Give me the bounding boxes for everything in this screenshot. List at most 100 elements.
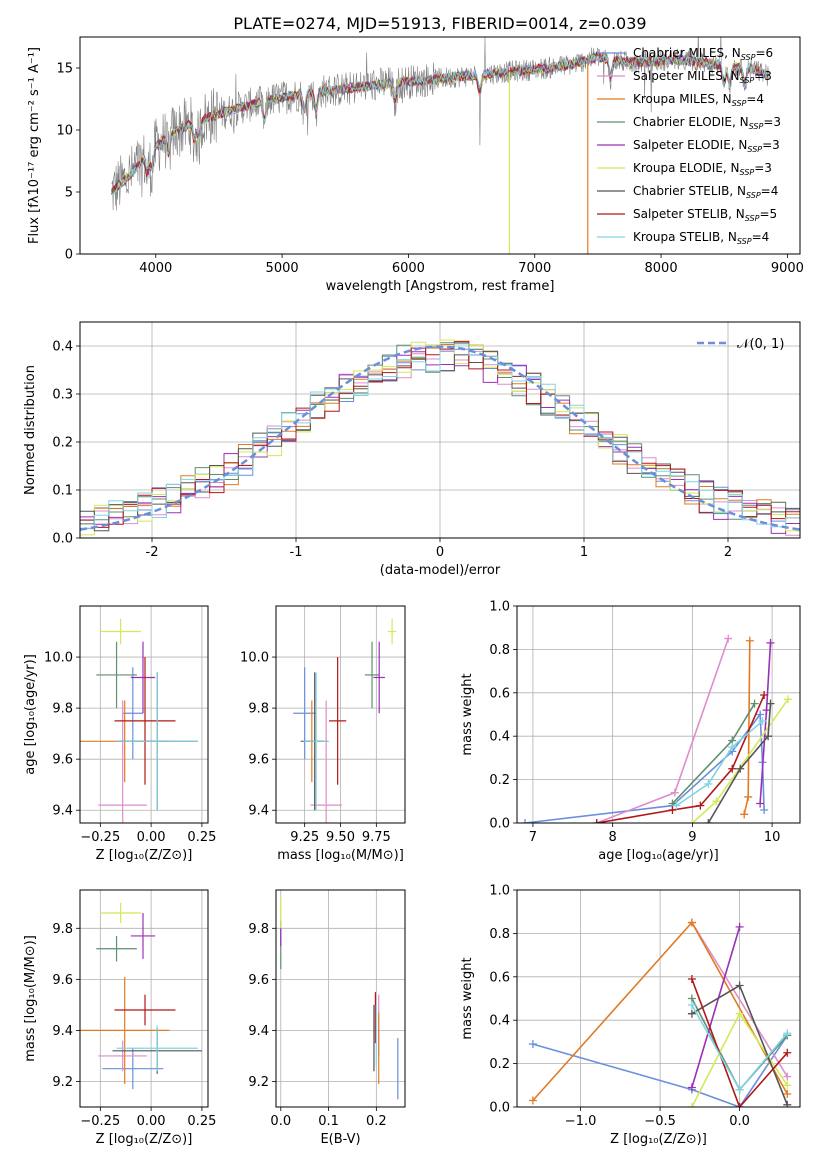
panel-age-vs-mass: 9.25 9.50 9.75 9.4 9.6 9.8 10.0 mass [log₁₀(M/M… [240,605,406,863]
weight-marker-salpeter-elodie [756,799,765,808]
plot-area [293,618,397,823]
legend-label: Kroupa MILES, N [633,92,732,106]
y-tick-label: 1.0 [489,600,510,615]
legend-entry-chabrier-miles: Chabrier MILES, NSSP=6 [633,46,773,62]
legend-entry-kroupa-elodie: Kroupa ELODIE, NSSP=3 [633,161,772,177]
weight-marker-salpeter-stelib [728,764,737,773]
y-tick-label: 0.6 [489,686,510,701]
legend-entry-chabrier-stelib: Chabrier STELIB, NSSP=4 [633,184,778,200]
weight-marker-kroupa-elodie [688,819,697,823]
legend-subscript: SSP [745,214,760,223]
y-tick-label: 9.6 [248,753,269,768]
weight-line-kroupa-elodie [691,698,789,823]
plot-area [80,902,202,1090]
y-tick-label: 0.4 [52,340,73,355]
weight-marker-kroupa-elodie [783,1081,792,1090]
weight-marker-kroupa-miles [783,1089,792,1098]
y-tick-label: 9.4 [248,804,269,819]
y-tick-label: 9.6 [52,973,73,988]
plot-area [520,634,793,823]
weight-marker-kroupa-elodie [687,1103,696,1107]
y-tick-label: 10.0 [240,651,269,666]
legend-count: =3 [754,161,772,175]
y-tick-label: 15 [56,62,73,77]
x-axis-label: age [log₁₀(age/yr)] [598,848,719,863]
legend-subscript: SSP [749,122,764,131]
y-tick-label: 9.4 [248,1024,269,1039]
y-tick-label: 9.6 [52,753,73,768]
weight-marker-kroupa-stelib [704,779,713,788]
legend-label: Kroupa ELODIE, N [633,161,740,175]
legend-label: Salpeter ELODIE, N [633,138,747,152]
legend-count: =4 [752,230,770,244]
x-tick-label: -1 [290,545,303,560]
panel-mass-vs-ebv: 0.0 0.1 0.2 9.2 9.4 9.6 9.8 E(B-V) [248,889,406,1147]
weight-line-kroupa-miles [743,640,751,815]
y-tick-label: 0.2 [52,436,73,451]
weight-marker-kroupa-elodie [784,695,793,704]
weight-marker-kroupa-elodie [735,1009,744,1018]
weight-marker-salpeter-miles [724,634,733,643]
y-tick-label: 5 [65,186,73,201]
legend-subscript: SSP [741,53,756,62]
legend-count: =3 [763,115,781,129]
y-tick-label: 0.4 [489,730,510,745]
x-axis-label: Z [log₁₀(Z/Z⊙)] [96,1132,193,1147]
y-tick-label: 0.0 [52,532,73,547]
weight-marker-chabrier-miles [760,805,769,814]
legend-entry-normal: 𝒩(0, 1) [737,337,784,352]
legend-count: =5 [759,207,777,221]
weight-marker-chabrier-stelib [687,1009,696,1018]
weight-marker-salpeter-elodie [735,922,744,931]
panel-age-vs-z: −0.25 0.00 0.25 9.4 9.6 9.8 10.0 Z [log₁₀(Z/Z⊙)… [23,605,216,863]
x-axis-label: Z [log₁₀(Z/Z⊙)] [96,848,193,863]
legend-entry-salpeter-miles: Salpeter MILES, NSSP=3 [633,69,772,85]
weight-marker-kroupa-stelib [687,1001,696,1010]
y-tick-label: 0 [65,248,73,263]
legend-subscript: SSP [740,168,755,177]
weight-marker-chabrier-stelib [764,732,773,741]
panel-residuals: -2 -1 0 1 2 0.0 0.1 0.2 0.3 0.4 (data-model)/error… [23,321,801,578]
panel-mass-vs-z: −0.25 0.00 0.25 9.2 9.4 9.6 9.8 Z [log₁₀(Z/Z⊙)]… [23,889,216,1147]
plot-area [80,339,800,536]
weight-line-chabrier-stelib [707,703,772,823]
x-tick-label: 2 [724,545,732,560]
x-tick-label: 0.1 [318,1114,339,1129]
y-tick-label: 9.4 [52,1024,73,1039]
axes-frame [516,889,801,1108]
panel-mass-weight-vs-z: −1.0 −0.5 0.0 0.0 0.2 0.4 0.6 0.8 1.0 Z [log₁₀(Z/… [460,884,801,1147]
x-axis-label: (data-model)/error [380,563,501,578]
weight-marker-chabrier-stelib [766,699,775,708]
spectrum-legend: Chabrier MILES, NSSP=6 Salpeter MILES, NS… [597,46,781,246]
weight-line-kroupa-stelib [675,720,764,807]
x-tick-label: −0.25 [80,830,120,845]
weight-marker-chabrier-stelib [735,981,744,990]
legend-count: =6 [755,46,773,60]
legend-entry-kroupa-miles: Kroupa MILES, NSSP=4 [633,92,764,108]
y-tick-label: 0.4 [489,1014,510,1029]
legend-count: =3 [762,138,780,152]
y-tick-label: 0.1 [52,484,73,499]
weight-marker-salpeter-stelib [735,1103,744,1107]
weight-marker-salpeter-stelib [592,819,601,823]
x-tick-label: -2 [146,545,159,560]
legend-subscript: SSP [746,191,761,200]
y-tick-label: 9.8 [248,702,269,717]
y-tick-label: 9.8 [52,702,73,717]
legend-count: =3 [754,69,772,83]
panel-mass-weight-vs-age: 7 8 9 10 0.0 0.2 0.4 0.6 0.8 1.0 age [log₁₀(age/yr… [460,600,801,863]
weight-marker-kroupa-stelib [758,717,767,726]
x-tick-label: 9.25 [290,830,319,845]
y-tick-label: 10 [56,124,73,139]
weight-marker-salpeter-stelib [783,1048,792,1057]
y-tick-label: 0.8 [489,643,510,658]
legend-label: Chabrier STELIB, N [633,184,746,198]
y-tick-label: 0.2 [489,1057,510,1072]
x-tick-label: 0.00 [137,830,166,845]
weight-marker-chabrier-stelib [783,1100,792,1107]
weight-marker-kroupa-miles [528,1096,537,1105]
y-axis-label: mass [log₁₀(M/M⊙)] [23,935,38,1062]
y-tick-label: 9.4 [52,804,73,819]
legend-entry-salpeter-elodie: Salpeter ELODIE, NSSP=3 [633,138,780,154]
x-tick-label: 0.0 [270,1114,291,1129]
